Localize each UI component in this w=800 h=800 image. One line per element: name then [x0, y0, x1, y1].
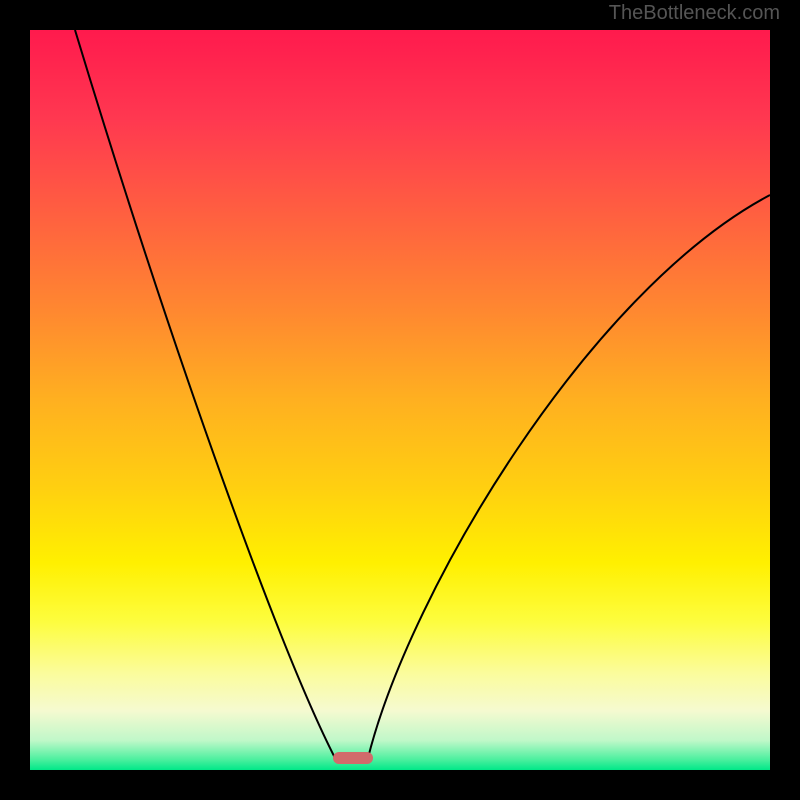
left-curve — [75, 30, 335, 758]
bottleneck-marker — [333, 752, 373, 764]
watermark-text: TheBottleneck.com — [609, 2, 780, 25]
right-curve — [368, 195, 770, 758]
plot-area — [30, 30, 770, 770]
curve-layer — [30, 30, 770, 770]
